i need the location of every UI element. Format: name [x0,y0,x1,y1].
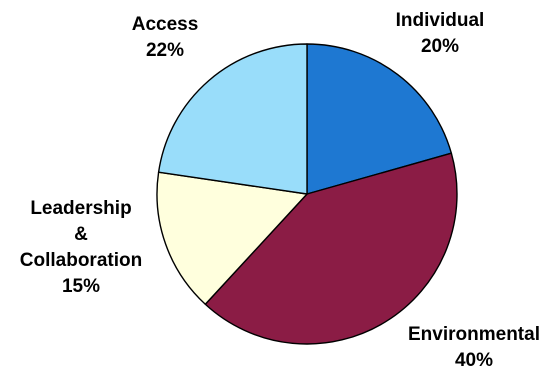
label-environmental-name: Environmental [408,324,540,345]
label-access: Access 22% [105,12,225,64]
label-leadership-line2: & [74,224,88,245]
label-environmental: Environmental 40% [392,322,556,374]
label-access-name: Access [131,14,199,35]
label-individual-value: 20% [420,36,460,57]
label-leadership-line1: Leadership [30,198,132,219]
label-leadership-value: 15% [61,276,101,297]
label-access-value: 22% [145,40,185,61]
slice-access [157,43,308,195]
label-environmental-value: 40% [454,350,494,371]
label-leadership-collaboration: Leadership & Collaboration 15% [0,196,162,300]
slice-leadership-collaboration [156,171,308,305]
label-leadership-line3: Collaboration [19,250,143,271]
slice-individual [306,43,453,195]
label-individual-name: Individual [395,10,485,31]
label-individual: Individual 20% [380,8,500,60]
slice-environmental [204,152,458,345]
